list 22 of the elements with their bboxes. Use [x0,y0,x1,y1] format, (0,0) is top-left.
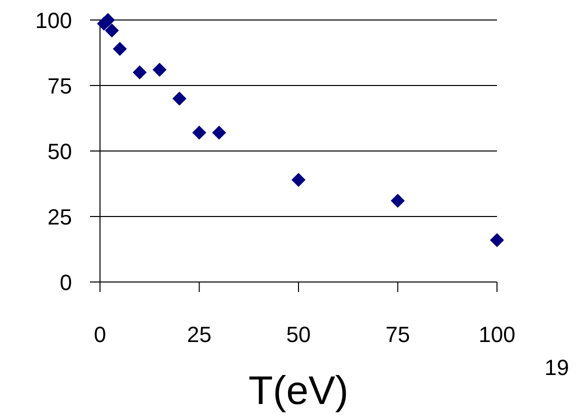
point [172,92,186,106]
point [112,42,127,56]
point [192,126,206,140]
y-tick-label: 50 [48,139,72,164]
y-tick-label: 25 [48,204,72,230]
point [132,65,147,80]
x-axis-title: T(eV) [248,369,348,413]
point [490,233,504,248]
point [212,126,226,140]
x-tick-label: 0 [94,322,106,347]
y-tick-label: 75 [48,74,72,98]
point [152,62,167,77]
text: 19 [544,355,569,380]
point [292,172,306,187]
x-tick-label: 25 [187,322,212,347]
y-tick-label: 0 [60,270,72,295]
x-tick-label: 100 [478,322,516,347]
x-tick-label: 50 [286,322,311,347]
point [390,194,405,208]
x-tick-label: 75 [386,322,410,347]
y-tick-label: 100 [35,8,72,33]
point [104,23,119,38]
